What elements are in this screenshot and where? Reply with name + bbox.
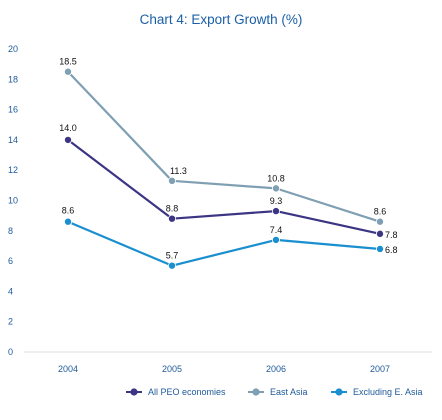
data-label: 18.5 (59, 57, 77, 67)
y-tick-label: 20 (8, 44, 18, 54)
y-tick-label: 12 (8, 165, 18, 175)
series-line (67, 70, 381, 223)
legend-label: East Asia (270, 387, 308, 397)
data-label: 10.8 (267, 173, 285, 183)
data-point (375, 229, 384, 238)
y-tick-label: 0 (8, 347, 13, 357)
data-label: 8.6 (374, 207, 387, 217)
x-tick-label: 2005 (162, 364, 182, 374)
data-label: 7.4 (270, 225, 283, 235)
data-point (64, 67, 73, 76)
x-tick-label: 2007 (370, 364, 390, 374)
data-point (271, 235, 280, 244)
data-label: 8.8 (166, 204, 179, 214)
data-label: 5.7 (166, 251, 179, 261)
legend-swatch-marker (335, 388, 343, 396)
data-point (375, 217, 384, 226)
y-tick-label: 18 (8, 74, 18, 84)
data-point (167, 261, 176, 270)
legend-swatch-marker (252, 388, 260, 396)
y-tick-label: 16 (8, 105, 18, 115)
legend-label: Excluding E. Asia (353, 387, 423, 397)
data-label: 7.8 (385, 230, 398, 240)
series-line (67, 220, 381, 267)
legend-label: All PEO economies (148, 387, 226, 397)
data-point (271, 184, 280, 193)
data-label: 9.3 (270, 196, 283, 206)
data-point (64, 135, 73, 144)
x-tick-label: 2006 (266, 364, 286, 374)
x-tick-label: 2004 (58, 364, 78, 374)
y-tick-label: 4 (8, 286, 13, 296)
data-point (64, 217, 73, 226)
y-tick-label: 14 (8, 135, 18, 145)
chart-title: Chart 4: Export Growth (%) (139, 12, 303, 27)
data-label: 14.0 (59, 123, 77, 133)
y-tick-label: 8 (8, 226, 13, 236)
series-line (67, 139, 381, 235)
y-tick-label: 10 (8, 196, 18, 206)
y-tick-label: 6 (8, 256, 13, 266)
data-point (271, 207, 280, 216)
data-label: 8.6 (62, 206, 75, 216)
y-tick-label: 2 (8, 317, 13, 327)
legend-swatch-marker (130, 388, 138, 396)
data-point (167, 176, 176, 185)
data-label: 6.8 (385, 245, 398, 255)
data-label: 11.3 (170, 166, 187, 176)
data-point (375, 244, 384, 253)
data-point (167, 214, 176, 223)
